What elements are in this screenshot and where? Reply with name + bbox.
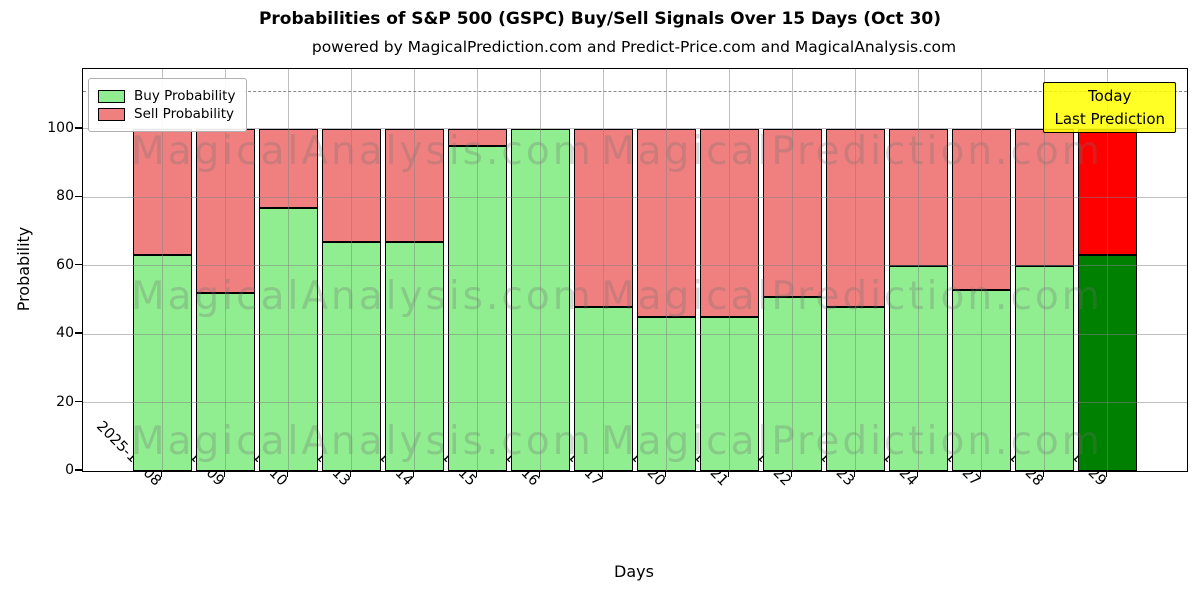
v-gridline bbox=[225, 69, 226, 471]
today-annotation-line2: Last Prediction bbox=[1054, 109, 1165, 128]
legend-sell-label: Sell Probability bbox=[134, 106, 235, 122]
v-gridline bbox=[540, 69, 541, 471]
x-tick-mark bbox=[853, 470, 856, 477]
plot-area: MagicalAnalysis.com MagicalPrediction.co… bbox=[82, 68, 1188, 472]
x-tick-mark bbox=[349, 470, 352, 477]
v-gridline bbox=[981, 69, 982, 471]
y-tick-mark bbox=[75, 127, 82, 129]
y-tick-label: 100 bbox=[47, 119, 74, 136]
legend-item-buy: Buy Probability bbox=[98, 88, 235, 104]
x-tick-mark bbox=[979, 470, 982, 477]
v-gridline bbox=[603, 69, 604, 471]
today-annotation: Today Last Prediction bbox=[1043, 82, 1176, 133]
h-gridline bbox=[83, 402, 1187, 404]
v-gridline bbox=[477, 69, 478, 471]
chart-subtitle: powered by MagicalPrediction.com and Pre… bbox=[311, 38, 957, 56]
y-tick-label: 0 bbox=[65, 462, 74, 478]
v-gridline bbox=[666, 69, 667, 471]
v-gridline bbox=[792, 69, 793, 471]
upper-dashed-gridline bbox=[83, 91, 1187, 93]
h-gridline bbox=[83, 128, 1187, 130]
x-tick-mark bbox=[916, 470, 919, 477]
x-tick-mark bbox=[727, 470, 730, 477]
v-gridline bbox=[288, 69, 289, 471]
x-tick-mark bbox=[286, 470, 289, 477]
x-axis-label: Days bbox=[614, 562, 654, 581]
v-gridline bbox=[1107, 69, 1108, 471]
v-gridline bbox=[351, 69, 352, 471]
buy-swatch-icon bbox=[98, 89, 125, 103]
today-annotation-line1: Today bbox=[1088, 87, 1132, 105]
y-tick-mark bbox=[75, 263, 82, 266]
chart-title: Probabilities of S&P 500 (GSPC) Buy/Sell… bbox=[258, 9, 942, 29]
y-tick-label: 40 bbox=[56, 325, 74, 342]
y-tick-mark bbox=[75, 400, 82, 403]
x-tick-mark bbox=[160, 470, 163, 477]
y-tick-label: 60 bbox=[56, 256, 74, 273]
x-tick-mark bbox=[601, 470, 604, 477]
x-tick-mark bbox=[790, 470, 793, 477]
h-gridline bbox=[83, 196, 1187, 198]
h-gridline bbox=[83, 265, 1187, 267]
h-gridline bbox=[83, 333, 1187, 335]
x-tick-mark bbox=[1042, 470, 1045, 477]
y-tick-label: 20 bbox=[56, 393, 74, 410]
y-tick-mark bbox=[75, 195, 82, 198]
x-tick-mark bbox=[475, 470, 478, 477]
y-tick-mark bbox=[75, 332, 82, 334]
legend-item-sell: Sell Probability bbox=[98, 106, 235, 122]
y-tick-label: 80 bbox=[56, 188, 74, 205]
bars-layer bbox=[83, 69, 1187, 471]
x-tick-mark bbox=[538, 470, 541, 477]
v-gridline bbox=[1044, 69, 1045, 471]
v-gridline bbox=[918, 69, 919, 471]
legend-buy-label: Buy Probability bbox=[134, 88, 236, 104]
v-gridline bbox=[855, 69, 856, 471]
y-axis-label: Probability bbox=[14, 226, 33, 312]
y-tick-mark bbox=[75, 469, 82, 471]
v-gridline bbox=[729, 69, 730, 471]
v-gridline bbox=[414, 69, 415, 471]
sell-swatch-icon bbox=[98, 107, 125, 121]
x-tick-mark bbox=[664, 470, 667, 477]
v-gridline bbox=[162, 69, 163, 471]
x-tick-mark bbox=[412, 470, 415, 477]
legend: Buy Probability Sell Probability bbox=[88, 78, 248, 132]
x-tick-mark bbox=[223, 470, 226, 477]
x-tick-mark bbox=[1105, 470, 1108, 477]
